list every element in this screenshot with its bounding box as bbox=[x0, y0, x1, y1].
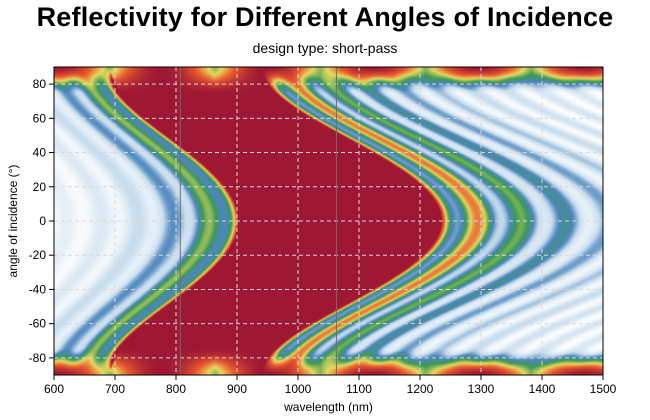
y-tick-label: -40 bbox=[29, 282, 47, 296]
chart-subtitle: design type: short-pass bbox=[252, 40, 398, 56]
y-axis-label: angle of incidence (°) bbox=[6, 165, 20, 278]
y-tick-label: -60 bbox=[29, 317, 47, 331]
x-axis: 600 700 800 900 1000 1100 1200 1300 1400 1500 bbox=[44, 375, 617, 396]
grid-lines bbox=[54, 67, 603, 375]
x-tick-label: 1200 bbox=[407, 382, 434, 396]
x-tick-label: 1500 bbox=[590, 382, 617, 396]
y-tick-label: 20 bbox=[33, 180, 47, 194]
y-tick-label: -80 bbox=[29, 351, 47, 365]
x-tick-label: 900 bbox=[227, 382, 247, 396]
y-tick-label: 80 bbox=[33, 77, 47, 91]
x-tick-label: 1000 bbox=[285, 382, 312, 396]
y-axis: 80 60 40 20 0 -20 -40 -60 -80 bbox=[29, 77, 54, 365]
x-tick-label: 600 bbox=[44, 382, 64, 396]
y-tick-label: 0 bbox=[39, 214, 46, 228]
chart-title: Reflectivity for Different Angles of Inc… bbox=[36, 2, 614, 32]
x-tick-label: 700 bbox=[105, 382, 125, 396]
x-tick-label: 1400 bbox=[529, 382, 556, 396]
x-tick-label: 1100 bbox=[346, 382, 372, 396]
x-tick-label: 1300 bbox=[468, 382, 495, 396]
y-tick-label: 60 bbox=[33, 111, 47, 125]
x-axis-label: wavelength (nm) bbox=[283, 400, 373, 414]
y-tick-label: -20 bbox=[29, 248, 47, 262]
y-tick-label: 40 bbox=[33, 146, 47, 160]
x-tick-label: 800 bbox=[166, 382, 186, 396]
